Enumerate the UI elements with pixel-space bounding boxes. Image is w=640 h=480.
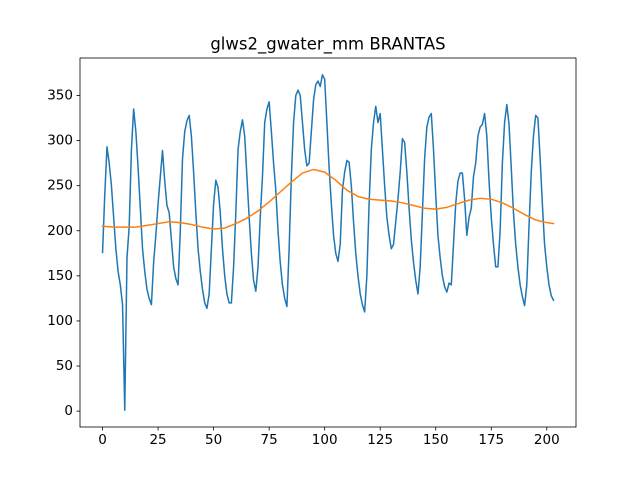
x-tick-label: 100 <box>312 432 338 448</box>
y-tick-label: 100 <box>47 313 73 329</box>
x-tick-label: 150 <box>423 432 449 448</box>
line-series <box>101 74 555 411</box>
x-tick-label: 125 <box>367 432 393 448</box>
axes-frame <box>79 57 577 428</box>
x-tick-label: 175 <box>478 432 504 448</box>
x-tick-label: 25 <box>149 432 166 448</box>
x-tick-label: 200 <box>534 432 560 448</box>
y-tick-label: 0 <box>64 403 73 419</box>
line-series <box>101 168 555 230</box>
chart-title: glws2_gwater_mm BRANTAS <box>210 35 445 55</box>
y-tick-label: 250 <box>47 178 73 194</box>
x-tick-label: 75 <box>261 432 278 448</box>
y-tick-label: 300 <box>47 133 73 149</box>
x-tick-label: 50 <box>205 432 222 448</box>
y-tick-label: 200 <box>47 223 73 239</box>
y-tick-label: 350 <box>47 88 73 104</box>
x-tick-label: 0 <box>98 432 107 448</box>
y-tick-label: 50 <box>56 358 73 374</box>
y-tick-label: 150 <box>47 268 73 284</box>
